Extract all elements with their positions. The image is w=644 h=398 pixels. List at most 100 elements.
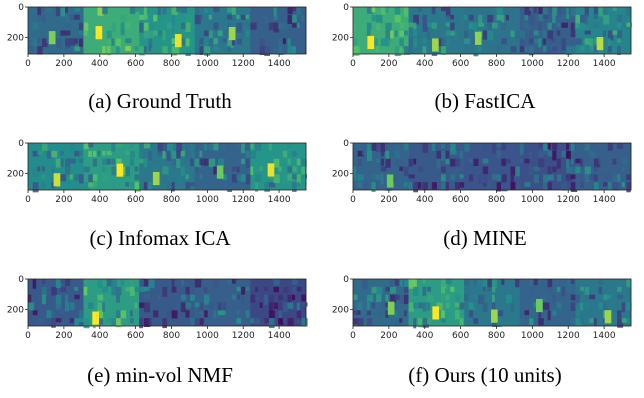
x-tick-label: 600 [127,195,144,205]
y-tick-label: 200 [7,169,24,179]
caption-label: FastICA [464,89,536,113]
image-strip [353,143,632,193]
panel-mine-plot: 0 200 400 600 800 1000 1200 1400 0 200 [332,139,632,205]
x-tick-label: 1400 [593,331,616,341]
y-tick-label: 0 [18,3,24,13]
caption-ground-truth: (a) Ground Truth [10,88,310,114]
image-strip [28,143,307,193]
axes-frame [27,142,307,191]
x-tick-label: 200 [380,195,397,205]
x-tick-label: 600 [452,331,469,341]
x-tick-label: 0 [25,59,31,69]
y-tick-label: 0 [343,3,349,13]
x-tick-label: 1200 [232,331,255,341]
caption-letter: (c) [89,226,113,250]
x-tick-label: 400 [416,59,433,69]
caption-min-vol-nmf: (e) min-vol NMF [10,362,310,388]
panel-fastica: 0 200 400 600 800 1000 1200 1400 0 200 [332,3,635,69]
x-tick-label: 1400 [268,331,291,341]
caption-letter: (b) [434,89,460,113]
caption-infomax-ica: (c) Infomax ICA [10,225,310,251]
caption-label: MINE [473,226,527,250]
x-tick-label: 600 [127,59,144,69]
x-tick-label: 200 [380,331,397,341]
x-tick-label: 600 [452,195,469,205]
y-tick-label: 0 [343,139,349,149]
axes-frame [352,6,632,55]
x-tick-label: 1000 [196,195,219,205]
caption-label: Ours (10 units) [434,363,562,387]
x-tick-label: 1400 [268,195,291,205]
x-tick-label: 800 [488,59,505,69]
image-strip [28,7,307,57]
axes-frame [27,6,307,55]
image-strip [353,7,632,57]
x-tick-label: 0 [25,331,31,341]
x-tick-label: 800 [163,331,180,341]
x-tick-label: 0 [350,59,356,69]
x-tick-label: 400 [416,331,433,341]
y-tick-label: 200 [332,169,349,179]
y-tick-label: 0 [18,275,24,285]
x-tick-label: 0 [350,331,356,341]
panel-min-vol-nmf-plot: 0 200 400 600 800 1000 1200 1400 0 200 [7,275,308,341]
caption-mine: (d) MINE [335,225,635,251]
x-tick-label: 1000 [521,59,544,69]
x-tick-label: 1200 [557,59,580,69]
caption-label: Ground Truth [116,89,232,113]
x-tick-label: 800 [163,195,180,205]
x-tick-label: 600 [127,331,144,341]
axes-frame [27,278,307,327]
image-strip [353,279,632,329]
panel-fastica-plot: 0 200 400 600 800 1000 1200 1400 0 200 [332,3,632,69]
x-tick-label: 1000 [196,59,219,69]
x-tick-label: 600 [452,59,469,69]
x-tick-label: 800 [488,331,505,341]
caption-letter: (f) [408,363,430,387]
x-tick-label: 1400 [593,195,616,205]
axes-frame [352,142,632,191]
y-tick-label: 0 [18,139,24,149]
x-tick-label: 1200 [232,195,255,205]
y-tick-label: 200 [7,305,24,315]
y-tick-label: 0 [343,275,349,285]
panel-ours-plot: 0 200 400 600 800 1000 1200 1400 0 200 [332,275,632,341]
x-tick-label: 1000 [521,331,544,341]
panel-ground-truth-plot: 0 200 400 600 800 1000 1200 1400 0 200 [7,3,307,69]
x-tick-label: 200 [55,195,72,205]
panel-infomax-ica: 0 200 400 600 800 1000 1200 1400 0 200 [7,139,310,205]
y-tick-label: 200 [7,33,24,43]
x-tick-label: 0 [350,195,356,205]
x-tick-label: 200 [380,59,397,69]
x-tick-label: 400 [416,195,433,205]
panel-infomax-ica-plot: 0 200 400 600 800 1000 1200 1400 0 200 [7,139,307,205]
x-tick-label: 1200 [557,331,580,341]
y-tick-label: 200 [332,305,349,315]
caption-fastica: (b) FastICA [335,88,635,114]
x-tick-label: 200 [55,331,72,341]
x-tick-label: 1400 [593,59,616,69]
panel-min-vol-nmf: 0 200 400 600 800 1000 1200 1400 0 200 [7,275,310,341]
x-tick-label: 400 [91,331,108,341]
caption-letter: (a) [88,89,112,113]
x-tick-label: 800 [488,195,505,205]
image-strip [28,279,308,329]
x-tick-label: 1400 [268,59,291,69]
x-tick-label: 1200 [232,59,255,69]
axes-frame [352,278,632,327]
x-tick-label: 1200 [557,195,580,205]
x-tick-label: 1000 [196,331,219,341]
caption-label: Infomax ICA [118,226,231,250]
x-tick-label: 800 [163,59,180,69]
y-tick-label: 200 [332,33,349,43]
panel-ours: 0 200 400 600 800 1000 1200 1400 0 200 [332,275,635,341]
caption-label: min-vol NMF [115,363,233,387]
x-tick-label: 400 [91,195,108,205]
x-tick-label: 1000 [521,195,544,205]
caption-letter: (d) [443,226,468,250]
panel-mine: 0 200 400 600 800 1000 1200 1400 0 200 [332,139,635,205]
panel-ground-truth: 0 200 400 600 800 1000 1200 1400 0 200 [7,3,310,69]
x-tick-label: 0 [25,195,31,205]
caption-letter: (e) [87,363,111,387]
